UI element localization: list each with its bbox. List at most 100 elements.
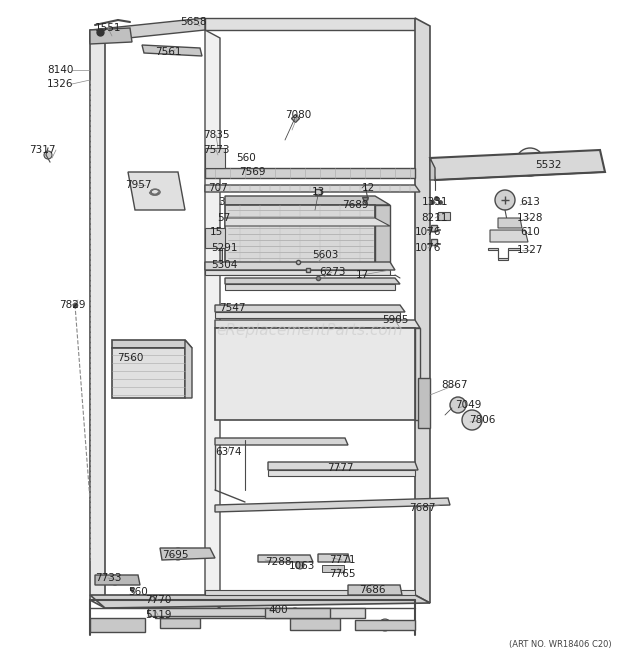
Polygon shape bbox=[290, 618, 340, 630]
Polygon shape bbox=[148, 608, 268, 616]
Circle shape bbox=[210, 153, 220, 163]
Polygon shape bbox=[205, 270, 390, 275]
Text: 7687: 7687 bbox=[409, 503, 435, 513]
Text: 8211: 8211 bbox=[422, 213, 448, 223]
Circle shape bbox=[44, 151, 52, 159]
Text: 8140: 8140 bbox=[47, 65, 73, 75]
Text: 5532: 5532 bbox=[534, 160, 561, 170]
Polygon shape bbox=[415, 328, 420, 420]
Text: 7957: 7957 bbox=[125, 180, 151, 190]
Text: 5603: 5603 bbox=[312, 250, 338, 260]
Text: 613: 613 bbox=[520, 197, 540, 207]
Polygon shape bbox=[215, 320, 420, 328]
Text: 5658: 5658 bbox=[180, 17, 206, 27]
Polygon shape bbox=[375, 205, 390, 265]
Polygon shape bbox=[128, 172, 185, 210]
Text: 1327: 1327 bbox=[516, 245, 543, 255]
Text: 7829: 7829 bbox=[59, 300, 86, 310]
Text: 7569: 7569 bbox=[239, 167, 265, 177]
Bar bbox=[438, 212, 450, 220]
Bar bbox=[248, 340, 303, 355]
Polygon shape bbox=[348, 585, 402, 595]
Polygon shape bbox=[215, 498, 450, 512]
Text: 15: 15 bbox=[210, 227, 223, 237]
Polygon shape bbox=[112, 348, 185, 398]
Circle shape bbox=[296, 561, 304, 569]
Text: 1076: 1076 bbox=[415, 227, 441, 237]
Polygon shape bbox=[355, 620, 415, 630]
Polygon shape bbox=[142, 45, 202, 56]
Text: 7777: 7777 bbox=[327, 463, 353, 473]
Polygon shape bbox=[90, 595, 430, 608]
Polygon shape bbox=[112, 340, 192, 348]
Text: 560: 560 bbox=[236, 153, 256, 163]
Polygon shape bbox=[205, 18, 415, 30]
Text: 7049: 7049 bbox=[455, 400, 481, 410]
Text: 6374: 6374 bbox=[215, 447, 241, 457]
Polygon shape bbox=[205, 148, 225, 168]
Polygon shape bbox=[488, 248, 520, 260]
Circle shape bbox=[290, 608, 300, 618]
Text: 7689: 7689 bbox=[342, 200, 368, 210]
Polygon shape bbox=[258, 555, 313, 562]
Bar bbox=[322, 565, 344, 572]
Polygon shape bbox=[160, 548, 215, 560]
Polygon shape bbox=[95, 575, 140, 585]
Polygon shape bbox=[225, 196, 390, 205]
Text: 7288: 7288 bbox=[265, 557, 291, 567]
Polygon shape bbox=[265, 608, 330, 618]
Polygon shape bbox=[225, 278, 400, 284]
Text: 1063: 1063 bbox=[289, 561, 315, 571]
Circle shape bbox=[462, 410, 482, 430]
Polygon shape bbox=[90, 28, 132, 44]
Text: 6273: 6273 bbox=[319, 267, 345, 277]
Polygon shape bbox=[225, 205, 375, 265]
Circle shape bbox=[379, 619, 391, 631]
Text: 7686: 7686 bbox=[359, 585, 385, 595]
Text: 400: 400 bbox=[268, 605, 288, 615]
Text: 7695: 7695 bbox=[162, 550, 188, 560]
Polygon shape bbox=[490, 230, 528, 242]
Circle shape bbox=[367, 585, 377, 595]
Polygon shape bbox=[205, 30, 220, 608]
Text: 7765: 7765 bbox=[329, 569, 355, 579]
Text: 1326: 1326 bbox=[46, 79, 73, 89]
Circle shape bbox=[310, 619, 320, 629]
Text: (ART NO. WR18406 C20): (ART NO. WR18406 C20) bbox=[510, 640, 612, 649]
Polygon shape bbox=[268, 470, 415, 476]
Bar bbox=[208, 240, 222, 260]
Polygon shape bbox=[205, 228, 225, 248]
Polygon shape bbox=[430, 158, 435, 180]
Text: 8867: 8867 bbox=[441, 380, 468, 390]
Text: 5905: 5905 bbox=[382, 315, 408, 325]
Text: 5119: 5119 bbox=[144, 610, 171, 620]
Text: 707: 707 bbox=[208, 183, 228, 193]
Polygon shape bbox=[205, 262, 395, 270]
Text: 3: 3 bbox=[218, 197, 224, 207]
Polygon shape bbox=[430, 150, 605, 180]
Text: 13: 13 bbox=[311, 187, 325, 197]
Text: 12: 12 bbox=[361, 183, 374, 193]
Text: 57: 57 bbox=[218, 213, 231, 223]
Text: 1328: 1328 bbox=[516, 213, 543, 223]
Polygon shape bbox=[205, 168, 415, 178]
Text: 7561: 7561 bbox=[155, 47, 181, 57]
Text: 7806: 7806 bbox=[469, 415, 495, 425]
Text: 7770: 7770 bbox=[145, 595, 171, 605]
Text: eReplacementParts.com: eReplacementParts.com bbox=[216, 323, 404, 338]
Polygon shape bbox=[418, 378, 430, 428]
Text: 7733: 7733 bbox=[95, 573, 122, 583]
Polygon shape bbox=[215, 312, 400, 318]
Polygon shape bbox=[205, 590, 415, 595]
Circle shape bbox=[264, 356, 272, 364]
Polygon shape bbox=[415, 18, 430, 603]
Text: 7317: 7317 bbox=[29, 145, 55, 155]
Circle shape bbox=[516, 148, 544, 176]
Polygon shape bbox=[225, 218, 390, 226]
Polygon shape bbox=[185, 340, 192, 398]
Text: 1551: 1551 bbox=[95, 23, 122, 33]
Text: 7771: 7771 bbox=[329, 555, 355, 565]
Circle shape bbox=[505, 231, 515, 241]
Circle shape bbox=[109, 619, 121, 631]
Polygon shape bbox=[90, 18, 205, 42]
